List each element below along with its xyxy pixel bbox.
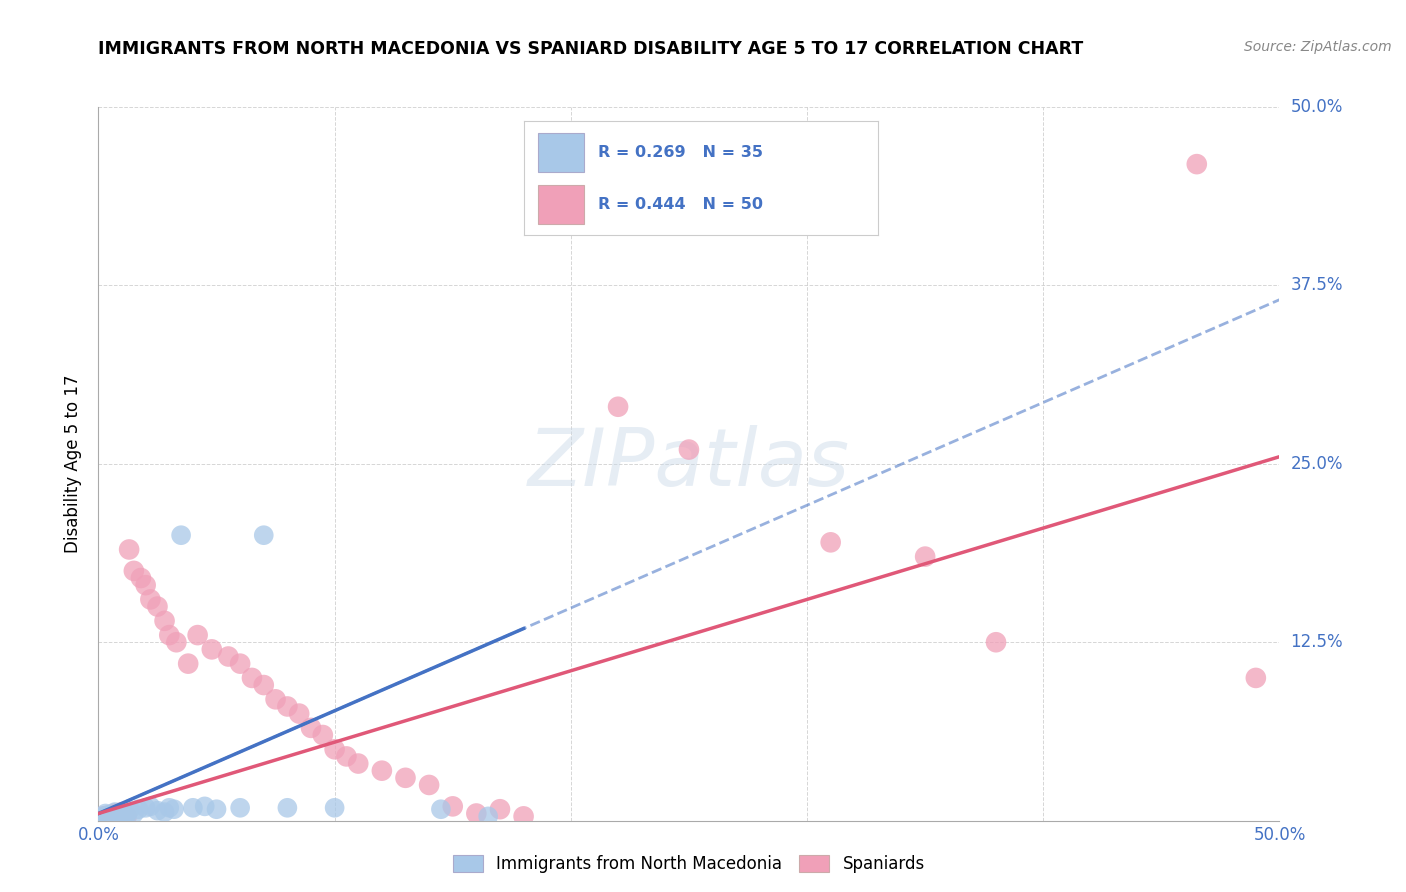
Point	[146, 804, 169, 818]
Point	[394, 771, 416, 785]
Point	[97, 809, 120, 823]
Point	[122, 564, 145, 578]
Point	[1244, 671, 1267, 685]
Point	[101, 811, 124, 825]
Point	[101, 811, 124, 825]
Point	[115, 808, 138, 822]
Point	[253, 528, 276, 542]
Point	[984, 635, 1007, 649]
Point	[914, 549, 936, 564]
Point	[105, 808, 128, 822]
Point	[98, 809, 121, 823]
Point	[477, 809, 499, 823]
Point	[135, 578, 157, 592]
Point	[97, 811, 120, 825]
Point	[312, 728, 335, 742]
Point	[118, 804, 141, 818]
Point	[90, 811, 112, 825]
Text: 12.5%: 12.5%	[1291, 633, 1343, 651]
Point	[112, 809, 135, 823]
Point	[177, 657, 200, 671]
Point	[430, 802, 453, 816]
Point	[264, 692, 287, 706]
Point	[98, 808, 121, 822]
Point	[115, 809, 138, 823]
Text: ZIPatlas: ZIPatlas	[527, 425, 851, 503]
Point	[181, 801, 204, 815]
Point	[111, 806, 134, 821]
Point	[253, 678, 276, 692]
Text: IMMIGRANTS FROM NORTH MACEDONIA VS SPANIARD DISABILITY AGE 5 TO 17 CORRELATION C: IMMIGRANTS FROM NORTH MACEDONIA VS SPANI…	[98, 40, 1084, 58]
Text: Source: ZipAtlas.com: Source: ZipAtlas.com	[1244, 40, 1392, 54]
Point	[104, 805, 127, 819]
Legend: Immigrants from North Macedonia, Spaniards: Immigrants from North Macedonia, Spaniar…	[447, 848, 931, 880]
Point	[201, 642, 224, 657]
Point	[194, 799, 217, 814]
Point	[105, 809, 128, 823]
Point	[128, 802, 150, 816]
Point	[111, 805, 134, 819]
Point	[1185, 157, 1208, 171]
Point	[607, 400, 630, 414]
Point	[104, 809, 127, 823]
Point	[97, 808, 120, 822]
Point	[187, 628, 209, 642]
Point	[347, 756, 370, 771]
Point	[122, 806, 145, 821]
Point	[371, 764, 394, 778]
Point	[489, 802, 512, 816]
Point	[441, 799, 464, 814]
Point	[165, 635, 187, 649]
Point	[240, 671, 263, 685]
Point	[94, 812, 117, 826]
Point	[299, 721, 322, 735]
Point	[104, 806, 127, 821]
Point	[146, 599, 169, 614]
Point	[276, 699, 298, 714]
Text: 37.5%: 37.5%	[1291, 277, 1343, 294]
Point	[153, 805, 176, 819]
Point	[108, 808, 131, 822]
Point	[217, 649, 239, 664]
Point	[205, 802, 228, 816]
Point	[139, 799, 162, 814]
Point	[91, 809, 114, 823]
Point	[678, 442, 700, 457]
Text: 25.0%: 25.0%	[1291, 455, 1343, 473]
Point	[163, 802, 186, 816]
Point	[820, 535, 842, 549]
Point	[157, 628, 180, 642]
Point	[139, 592, 162, 607]
Point	[229, 801, 252, 815]
Y-axis label: Disability Age 5 to 17: Disability Age 5 to 17	[65, 375, 83, 553]
Point	[170, 528, 193, 542]
Point	[323, 801, 346, 815]
Point	[98, 812, 121, 826]
Point	[94, 812, 117, 826]
Point	[335, 749, 357, 764]
Point	[94, 806, 117, 821]
Point	[135, 801, 157, 815]
Point	[129, 571, 152, 585]
Point	[229, 657, 252, 671]
Point	[90, 811, 112, 825]
Point	[108, 811, 131, 825]
Point	[118, 542, 141, 557]
Point	[512, 809, 534, 823]
Text: 50.0%: 50.0%	[1291, 98, 1343, 116]
Point	[112, 808, 135, 822]
Point	[276, 801, 298, 815]
Point	[465, 806, 488, 821]
Point	[288, 706, 311, 721]
Point	[153, 614, 176, 628]
Point	[157, 801, 180, 815]
Point	[323, 742, 346, 756]
Point	[418, 778, 440, 792]
Point	[91, 809, 114, 823]
